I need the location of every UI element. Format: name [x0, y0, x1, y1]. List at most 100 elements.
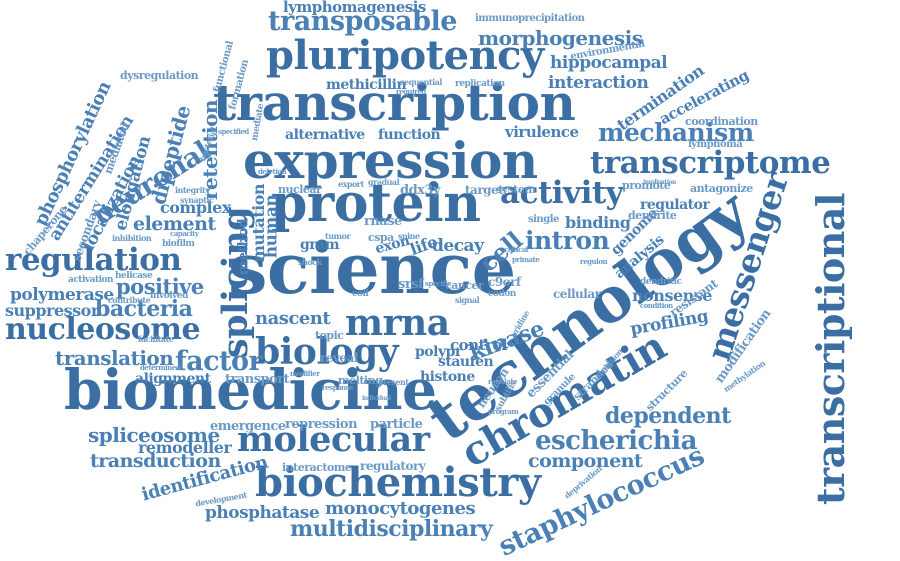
word-mutation: mutation [249, 183, 269, 263]
word-primate: primate [512, 255, 540, 264]
word-methicillin: methicillin [326, 77, 407, 93]
word-phosphatase: phosphatase [205, 503, 320, 523]
word-antagonize: antagonize [690, 182, 753, 195]
word-tumor: tumor [325, 231, 351, 241]
word-facilitate: facilitate [138, 334, 174, 344]
word-nucleosome: nucleosome [5, 312, 201, 347]
word-involved: involved [150, 291, 188, 301]
word-helicase: helicase [115, 271, 153, 281]
word-activity: activity [500, 175, 624, 211]
word-monocytogenes: monocytogenes [325, 498, 476, 519]
word-method: method [235, 218, 252, 276]
word-dendrite: dendrite [628, 209, 677, 222]
word-component: component [528, 450, 643, 472]
word-spliceosome: spliceosome [88, 423, 220, 447]
word-transcriptional: transcriptional [807, 193, 853, 505]
word-decay: decay [432, 236, 484, 256]
word-rnase: rnase [364, 214, 402, 229]
word-coli: coli [352, 289, 369, 299]
word-bacteria: bacteria [95, 296, 193, 322]
word-integrity: integrity [175, 185, 210, 195]
word-ddx3y: ddx3y [400, 183, 441, 198]
word-promote: promote [622, 179, 671, 192]
word-critical: critical [504, 245, 528, 254]
word-present: present [378, 377, 409, 387]
word-program: program [488, 407, 519, 416]
word-dendritic: dendritic [640, 277, 682, 287]
word-individual: individual [362, 395, 391, 402]
word-response: response [322, 383, 354, 392]
word-translation: translation [55, 346, 174, 370]
word-mrna: mrna [345, 302, 450, 344]
word-nuclear: nuclear [278, 183, 322, 196]
word-nonsense: nonsense [632, 286, 712, 305]
word-biochemistry: biochemistry [255, 459, 541, 506]
word-codon: codon [488, 289, 516, 299]
word-immunoprecipitation: immunoprecipitation [475, 13, 585, 24]
word-control: control [450, 336, 508, 354]
word-determined: determined [140, 363, 181, 372]
word-transport: transport [225, 372, 290, 387]
word-melting: melting [338, 374, 383, 387]
word-condition: condition [640, 301, 673, 310]
word-contribute: contribute [108, 295, 151, 305]
word-reveal: reveal [320, 351, 358, 365]
word-system: system [496, 183, 536, 196]
word-sequential: sequential [400, 77, 442, 87]
word-biofilm: biofilm [162, 239, 195, 249]
word-specific: specific [425, 279, 452, 288]
word-required: required [396, 87, 426, 96]
word-cellular: cellular [553, 287, 601, 301]
word-srsf: srsf [398, 277, 424, 292]
word-regulatory: regulatory [360, 459, 426, 473]
word-regulator: regulator [640, 197, 710, 213]
word-virulence: virulence [505, 123, 579, 141]
word-hippocampal: hippocampal [550, 53, 668, 73]
word-coordination: coordination [685, 115, 758, 128]
word-specified: specified [218, 127, 249, 136]
word-positive: positive [116, 274, 204, 299]
word-polypr: polypr [415, 344, 462, 360]
word-biology: biology [255, 331, 399, 373]
word-modifier: modifier [290, 369, 320, 378]
word-deletion: deletion [258, 167, 287, 176]
word-single: single [528, 214, 559, 225]
word-alignment: alignment [135, 371, 211, 387]
word-regulation: regulation [5, 242, 182, 278]
word-pluripotency: pluripotency [266, 32, 544, 79]
word-emergence: emergence [210, 419, 286, 434]
word-activation: activation [68, 275, 114, 285]
word-staufen: staufen [438, 354, 494, 370]
word-remodeller: remodeller [138, 438, 232, 457]
word-transcriptome: transcriptome [590, 145, 831, 181]
word-intron: intron [525, 226, 610, 255]
word-suppressor: suppressor [5, 301, 99, 320]
word-function: function [378, 127, 441, 143]
word-inhibition: inhibition [112, 233, 152, 243]
word-regulon: regulon [580, 257, 608, 266]
word-gram: gram [300, 237, 340, 253]
word-replication: replication [455, 79, 505, 89]
word-element: element [133, 213, 216, 235]
word-science: science [228, 227, 516, 310]
word-synaptic: synaptic [180, 195, 214, 205]
word-lymphoma: lymphoma [688, 139, 743, 150]
word-histone: histone [420, 369, 475, 385]
word-implication: implication [643, 179, 676, 186]
word-capacity: capacity [170, 229, 199, 238]
word-complex: complex [160, 198, 231, 217]
word-regulate: regulate [488, 377, 518, 386]
word-shock: shock [298, 257, 322, 267]
word-transposable: transposable [268, 6, 457, 37]
word-factor: factor [175, 346, 263, 377]
word-lymphomagenesis: lymphomagenesis [283, 0, 426, 16]
word-gradual: gradual [368, 177, 400, 187]
word-cspa: cspa [368, 231, 394, 244]
word-binding: binding [565, 213, 631, 232]
word-c9orf: c9orf [488, 275, 521, 289]
word-mechanism: mechanism [598, 118, 754, 147]
word-spine: spine [398, 231, 420, 241]
word-nascent: nascent [255, 308, 331, 329]
word-signal: signal [455, 295, 480, 305]
